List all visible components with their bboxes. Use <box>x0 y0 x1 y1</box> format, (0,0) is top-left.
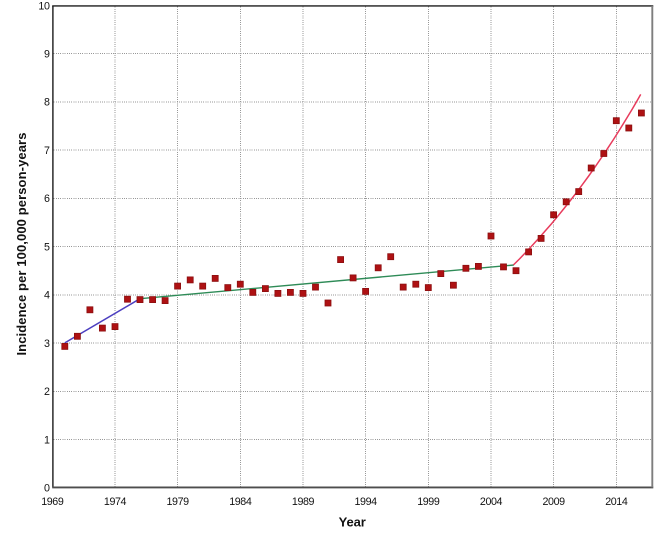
svg-text:6: 6 <box>44 193 50 205</box>
svg-text:1969: 1969 <box>41 496 64 508</box>
svg-text:10: 10 <box>38 0 50 12</box>
svg-text:7: 7 <box>44 145 50 157</box>
svg-text:1989: 1989 <box>292 496 315 508</box>
svg-text:9: 9 <box>44 49 50 61</box>
svg-text:0: 0 <box>44 483 50 495</box>
svg-text:1994: 1994 <box>355 496 378 508</box>
svg-text:2: 2 <box>44 386 50 398</box>
svg-text:2004: 2004 <box>480 496 503 508</box>
svg-text:2009: 2009 <box>543 496 566 508</box>
svg-text:2014: 2014 <box>605 496 628 508</box>
svg-text:4: 4 <box>44 290 50 302</box>
svg-text:Incidence per 100,000 person-y: Incidence per 100,000 person-years <box>14 132 29 355</box>
svg-text:5: 5 <box>44 241 50 253</box>
svg-text:1: 1 <box>44 434 50 446</box>
svg-text:8: 8 <box>44 97 50 109</box>
svg-text:1979: 1979 <box>167 496 190 508</box>
svg-text:1984: 1984 <box>229 496 252 508</box>
svg-text:3: 3 <box>44 338 50 350</box>
svg-text:1999: 1999 <box>417 496 440 508</box>
svg-text:Year: Year <box>339 515 366 530</box>
svg-text:1974: 1974 <box>104 496 127 508</box>
